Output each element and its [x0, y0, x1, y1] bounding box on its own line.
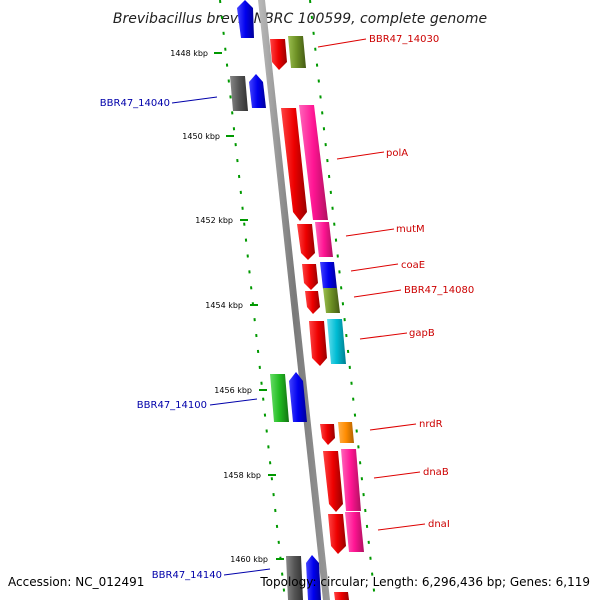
gene-features	[230, 0, 364, 600]
gene-labels: BBR47_14030 BBR47_14040 polA mutM coaE B…	[100, 34, 474, 581]
gene-label[interactable]: mutM	[396, 224, 425, 235]
gene-arrow[interactable]	[270, 39, 287, 70]
gene-arrow[interactable]	[306, 555, 321, 600]
gene-arrow[interactable]	[338, 422, 354, 443]
gene-arrow[interactable]	[237, 0, 254, 38]
tick-label: 1454 kbp	[205, 301, 243, 310]
gene-label[interactable]: polA	[386, 148, 408, 159]
gene-label[interactable]: BBR47_14080	[404, 285, 474, 296]
gene-arrow[interactable]	[289, 372, 307, 422]
gene-arrow[interactable]	[270, 374, 289, 422]
gene-arrow[interactable]	[327, 319, 346, 364]
genome-backbone	[258, 0, 330, 600]
gene-arrow[interactable]	[309, 321, 327, 366]
gene-label[interactable]: nrdR	[419, 419, 443, 430]
gene-arrow[interactable]	[328, 514, 346, 554]
gene-arrow[interactable]	[305, 291, 320, 314]
tick-label: 1448 kbp	[170, 49, 208, 58]
gene-label[interactable]: dnaB	[423, 467, 449, 478]
gene-arrow[interactable]	[299, 105, 328, 220]
tick-label: 1458 kbp	[223, 471, 261, 480]
gene-arrow[interactable]	[334, 592, 349, 600]
gene-arrow[interactable]	[341, 449, 361, 511]
gene-arrow[interactable]	[315, 222, 333, 257]
gene-label[interactable]: dnaI	[428, 519, 450, 530]
tick-label: 1450 kbp	[182, 132, 220, 141]
gene-arrow[interactable]	[249, 74, 266, 108]
gene-arrow[interactable]	[281, 108, 307, 221]
gene-arrow[interactable]	[230, 76, 248, 111]
gene-arrow[interactable]	[286, 556, 303, 600]
gene-label[interactable]: gapB	[409, 328, 435, 339]
label-leaders	[171, 38, 426, 576]
genome-summary-text: Topology: circular; Length: 6,296,436 bp…	[259, 575, 590, 589]
gene-label[interactable]: BBR47_14100	[137, 400, 207, 411]
gene-arrow[interactable]	[345, 512, 364, 552]
gene-arrow[interactable]	[323, 451, 343, 512]
tick-label: 1456 kbp	[214, 386, 252, 395]
gene-arrow[interactable]	[297, 224, 315, 260]
gene-label[interactable]: BBR47_14140	[152, 570, 222, 581]
gene-arrow[interactable]	[302, 264, 318, 290]
gene-label[interactable]: coaE	[401, 260, 425, 271]
map-title: Brevibacillus brevis NBRC 100599, comple…	[113, 11, 487, 27]
accession-text: Accession: NC_012491	[8, 575, 144, 589]
gene-arrow[interactable]	[320, 424, 335, 445]
scale-ticks: 1448 kbp 1450 kbp 1452 kbp 1454 kbp 1456…	[170, 49, 284, 564]
tick-label: 1460 kbp	[230, 555, 268, 564]
gene-arrow[interactable]	[323, 288, 340, 313]
gene-label[interactable]: BBR47_14030	[369, 34, 439, 45]
tick-label: 1452 kbp	[195, 216, 233, 225]
gene-arrow[interactable]	[320, 262, 337, 289]
gene-label[interactable]: BBR47_14040	[100, 98, 170, 109]
gene-arrow[interactable]	[288, 36, 306, 68]
